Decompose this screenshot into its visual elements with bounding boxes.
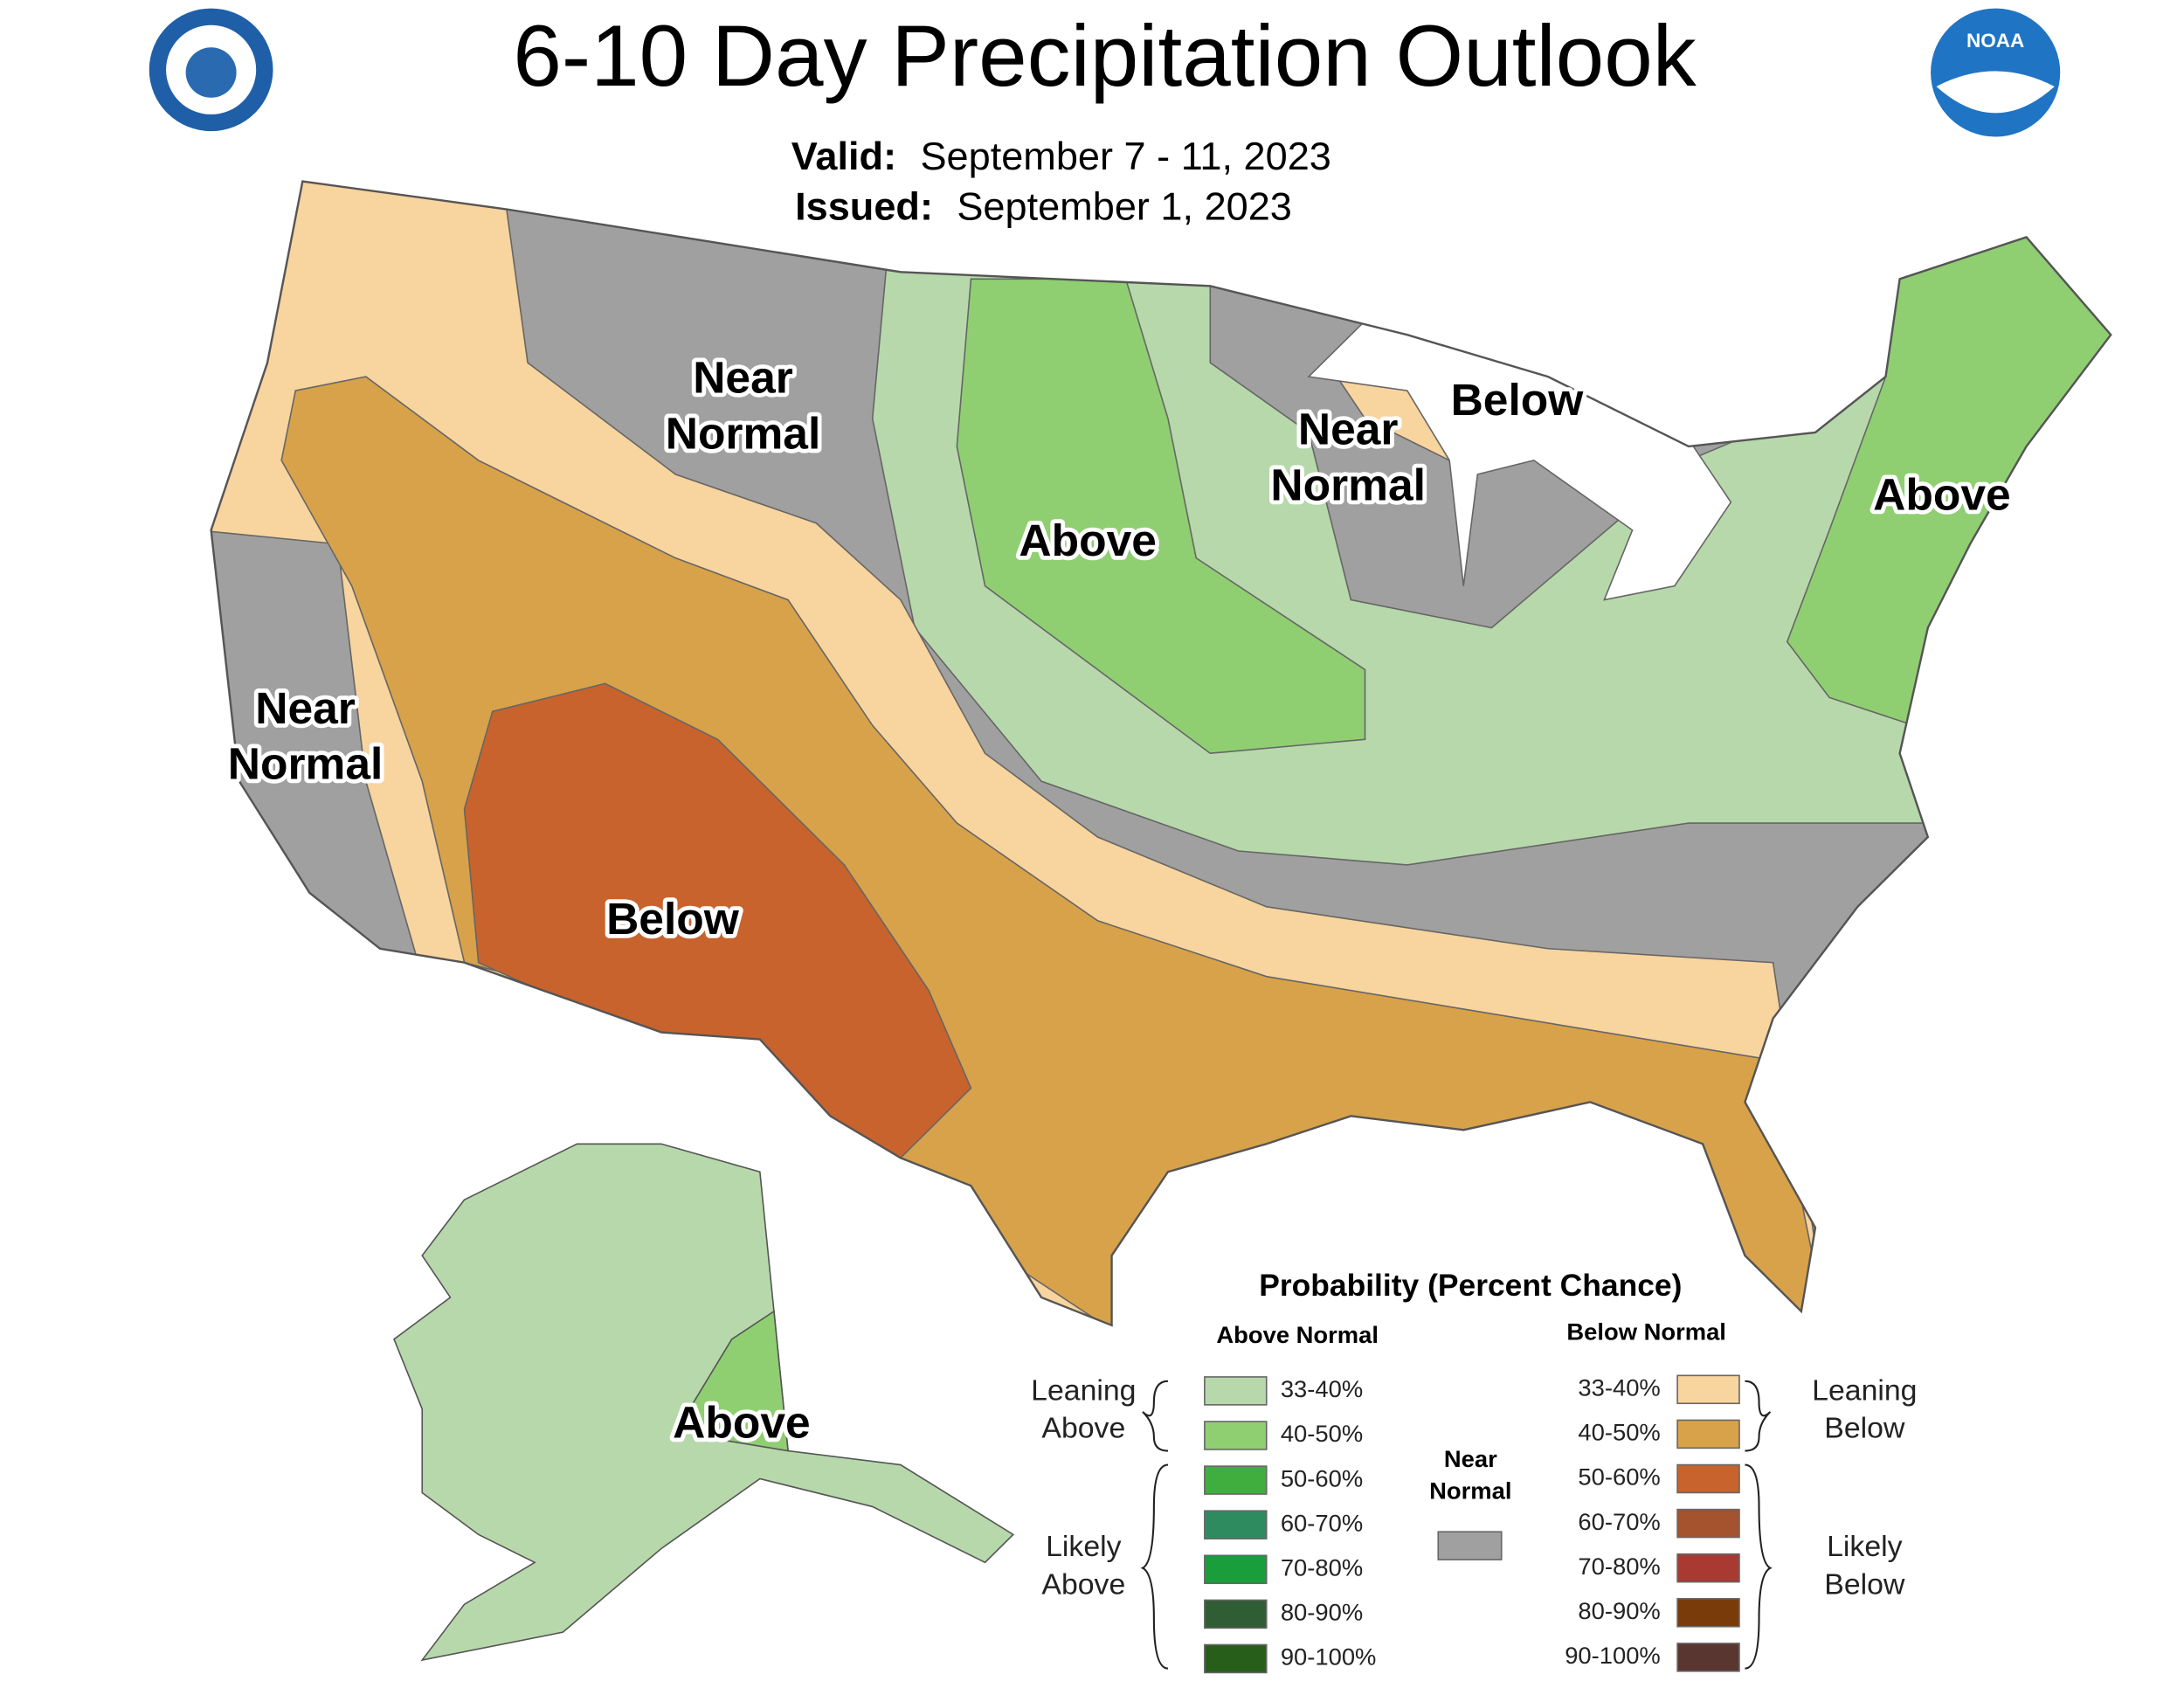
- region-label: Above: [673, 1398, 811, 1448]
- legend-title: Probability (Percent Chance): [1259, 1269, 1682, 1303]
- brace-label: Above: [1041, 1413, 1125, 1445]
- legend-swatch: [1676, 1374, 1740, 1405]
- title: 6-10 Day Precipitation Outlook: [513, 8, 1697, 105]
- legend-swatch: [1437, 1531, 1503, 1560]
- legend-label: 80-90%: [1281, 1599, 1363, 1626]
- legend-label: 70-80%: [1281, 1554, 1363, 1581]
- above-header: Above Normal: [1216, 1321, 1379, 1348]
- legend-swatch: [1204, 1599, 1268, 1629]
- legend-label: 50-60%: [1578, 1463, 1660, 1491]
- legend-swatch: [1204, 1554, 1268, 1585]
- legend-swatch: [1204, 1421, 1268, 1450]
- noaa-logo: NOAA: [1931, 8, 2061, 137]
- legend-swatch: [1676, 1598, 1740, 1628]
- legend-label: 70-80%: [1578, 1553, 1660, 1580]
- below-header: Below Normal: [1566, 1318, 1726, 1346]
- legend-label: 33-40%: [1578, 1374, 1660, 1401]
- noaa-text: NOAA: [1966, 30, 2024, 52]
- region-label: Near: [1298, 405, 1399, 454]
- region-label: Near: [693, 353, 793, 403]
- legend-label: 60-70%: [1281, 1509, 1363, 1536]
- commerce-seal: [149, 8, 273, 132]
- legend-swatch: [1676, 1463, 1740, 1494]
- brace-label: Below: [1824, 1413, 1905, 1445]
- issued-label: Issued:: [795, 183, 933, 228]
- legend-label: 50-60%: [1281, 1464, 1363, 1491]
- region-label: Normal: [1270, 460, 1426, 510]
- legend-label: 80-90%: [1578, 1597, 1660, 1624]
- alaska-map: [393, 1143, 1015, 1662]
- legend-label: 90-100%: [1565, 1642, 1661, 1669]
- legend-swatch: [1676, 1553, 1740, 1583]
- conus-map: [210, 180, 2112, 1327]
- legend-swatch: [1676, 1508, 1740, 1539]
- legend-swatch: [1204, 1465, 1268, 1495]
- legend-swatch: [1204, 1643, 1268, 1674]
- region-label: Above: [1873, 470, 2011, 520]
- legend-braces: [1140, 1380, 1773, 1670]
- brace-label: Above: [1041, 1568, 1125, 1601]
- valid-dates: September 7 - 11, 2023: [920, 134, 1330, 178]
- legend-label: 90-100%: [1281, 1643, 1377, 1671]
- region-label: Near: [255, 683, 356, 733]
- region-label: Normal: [666, 408, 821, 458]
- brace-label: Leaning: [1031, 1374, 1136, 1407]
- near-normal-label: Near: [1444, 1445, 1497, 1472]
- brace-label: Leaning: [1812, 1374, 1917, 1407]
- legend-swatch: [1676, 1643, 1740, 1672]
- brace-label: Likely: [1827, 1531, 1903, 1563]
- region-label: Below: [606, 894, 740, 944]
- legend-label: 60-70%: [1578, 1508, 1660, 1535]
- region-label: Normal: [228, 739, 384, 789]
- legend-label: 40-50%: [1578, 1419, 1660, 1446]
- legend: Probability (Percent Chance) Above Norma…: [1031, 1269, 1918, 1674]
- legend-swatch: [1204, 1376, 1268, 1406]
- brace-label: Below: [1824, 1568, 1905, 1601]
- legend-swatch: [1204, 1510, 1268, 1539]
- valid-label: Valid:: [791, 134, 896, 178]
- brace-label: Likely: [1046, 1531, 1122, 1563]
- region-label: Above: [1019, 515, 1157, 565]
- legend-label: 33-40%: [1281, 1375, 1363, 1402]
- legend-swatch: [1676, 1419, 1740, 1449]
- near-normal-label: Normal: [1429, 1477, 1511, 1505]
- legend-label: 40-50%: [1281, 1420, 1363, 1447]
- region-label: Below: [1451, 375, 1585, 425]
- issued-date: September 1, 2023: [957, 183, 1292, 228]
